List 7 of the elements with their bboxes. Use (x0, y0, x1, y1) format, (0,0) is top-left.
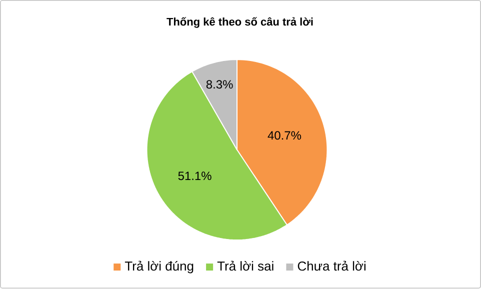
legend-label: Chưa trả lời (298, 261, 366, 271)
data-label: 40.7% (268, 131, 302, 140)
data-label: 8.3% (206, 80, 233, 89)
data-label: 51.1% (178, 172, 212, 180)
chart-title: Thống kê theo số câu trả lời (166, 17, 313, 28)
legend-label: Trả lời đúng (124, 261, 194, 274)
legend-label: Trả lời sai (217, 261, 274, 271)
